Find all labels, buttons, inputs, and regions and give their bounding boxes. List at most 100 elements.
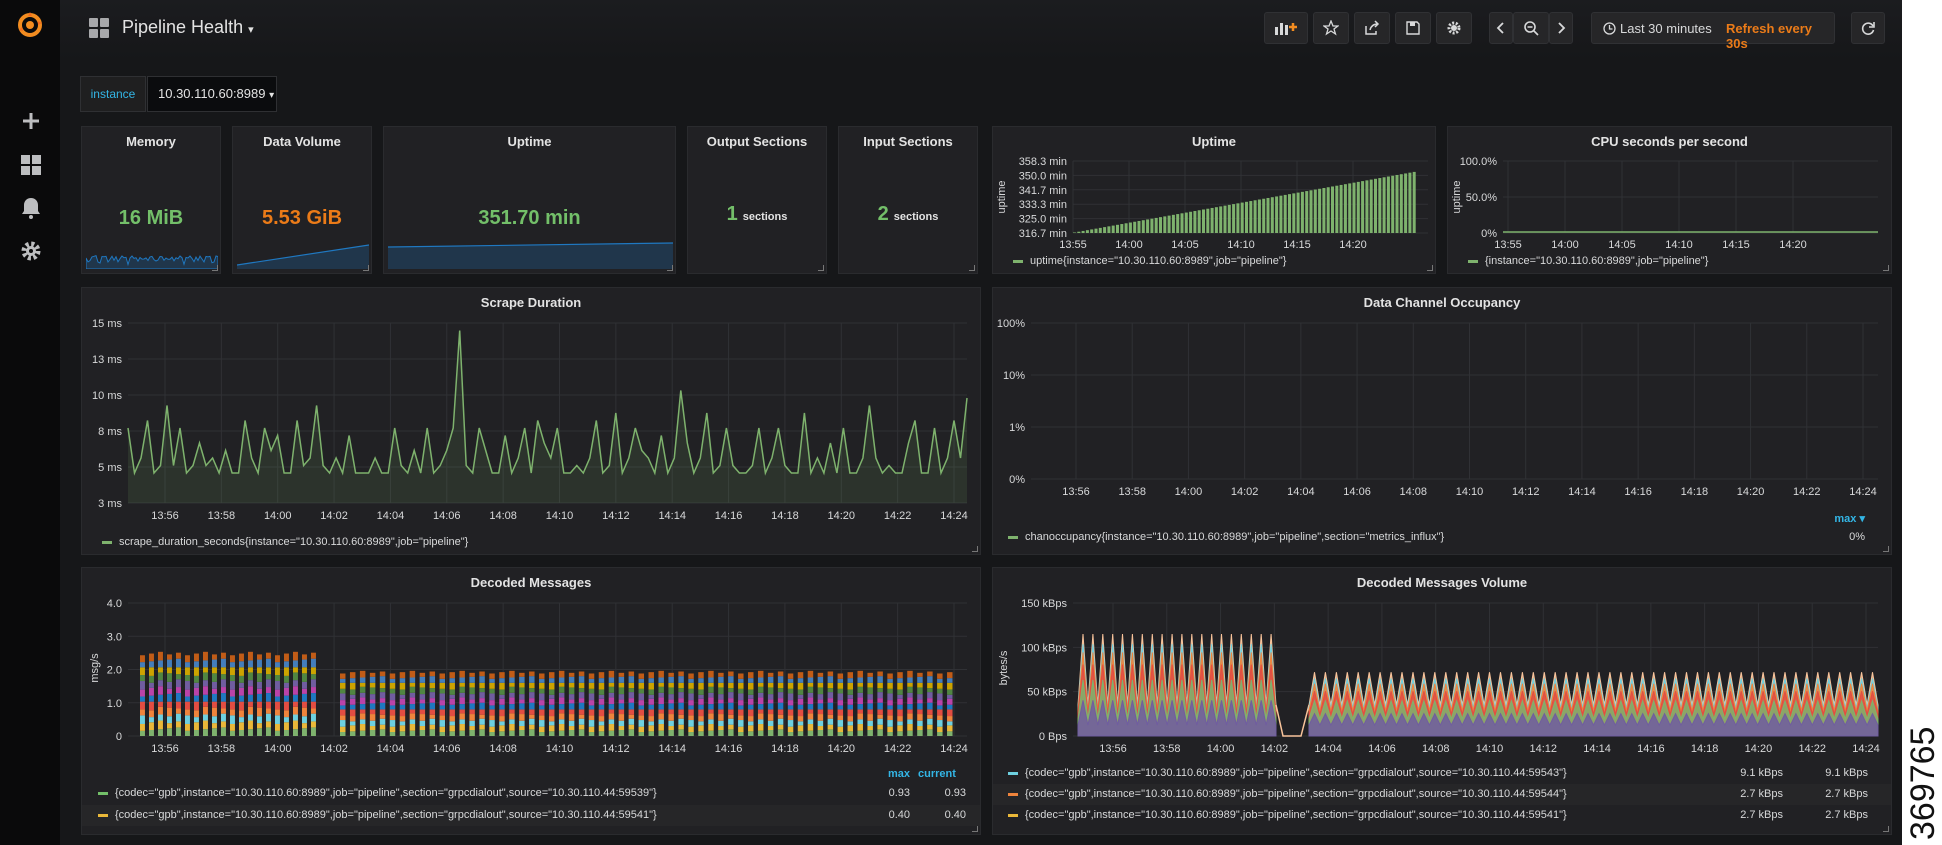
bar-segment (140, 696, 145, 702)
bar-segment (847, 672, 854, 679)
configuration-gear-icon[interactable] (18, 238, 44, 264)
bar-segment (548, 721, 555, 726)
decoded-legend-row[interactable]: {codec="gpb",instance="10.30.110.60:8989… (82, 805, 980, 826)
instance-variable-dropdown[interactable]: 10.30.110.60:8989 ▾ (147, 76, 277, 112)
uptime-graph-panel[interactable]: Uptime 358.3 min 350.0 min 341.7 min 333.3 … (992, 126, 1436, 274)
time-back-button[interactable] (1489, 12, 1513, 44)
bar-segment (548, 698, 555, 705)
dashboards-grid-icon[interactable] (18, 152, 44, 178)
x-tick-label: 14:02 (320, 743, 348, 755)
bar-segment (459, 709, 465, 714)
bar-segment (937, 682, 943, 689)
add-panel-button[interactable] (1264, 12, 1308, 44)
data-channel-occupancy-panel[interactable]: Data Channel Occupancy 100% 10% 1% 0% 13:56 1… (992, 287, 1892, 555)
bar-segment (907, 692, 913, 698)
bar-segment (877, 698, 883, 703)
data-volume-panel[interactable]: Data Volume 5.53 GiB (232, 126, 372, 274)
bar-segment (648, 694, 654, 699)
dashboard-settings-button[interactable] (1436, 12, 1472, 44)
star-dashboard-button[interactable] (1313, 12, 1349, 44)
volume-legend-row[interactable]: {codec="gpb",instance="10.30.110.60:8989… (993, 784, 1891, 805)
bar-segment (479, 688, 485, 693)
cpu-legend-item[interactable]: {instance="10.30.110.60:8989",job="pipel… (1468, 255, 1708, 267)
output-sections-panel[interactable]: Output Sections 1 sections (687, 126, 827, 274)
bar-segment (158, 714, 163, 721)
volume-legend-row[interactable]: {codec="gpb",instance="10.30.110.60:8989… (993, 805, 1891, 826)
x-tick-label: 14:24 (1852, 743, 1880, 755)
scrape-duration-panel[interactable]: Scrape Duration 15 ms 13 ms 10 ms 8 ms 5 ms 3… (81, 287, 981, 555)
dashboard-navbar: Pipeline Health ▾ Last 30 minutes Refres… (60, 0, 1902, 60)
bar-segment (389, 693, 396, 701)
bar-segment (548, 689, 555, 695)
bar-segment (429, 676, 436, 683)
legend-label: {codec="gpb",instance="10.30.110.60:8989… (1025, 788, 1567, 800)
x-tick-label: 13:56 (151, 510, 179, 522)
bar-segment (787, 715, 794, 721)
scrape-legend-item[interactable]: scrape_duration_seconds{instance="10.30.… (102, 536, 468, 548)
bar-segment (767, 687, 774, 695)
bar-segment (698, 698, 704, 705)
legend-max-column-header[interactable]: max (888, 768, 911, 780)
bar-segment (399, 731, 406, 736)
decoded-messages-panel[interactable]: Decoded Messages 4.0 3.0 2.0 1.0 0 13:56 13:58… (81, 567, 981, 835)
legend-current-column-header[interactable]: current (918, 768, 956, 780)
bar-segment (519, 672, 525, 677)
bar-segment (449, 689, 455, 695)
bar-segment (718, 703, 724, 710)
bar-segment (539, 705, 545, 710)
bar-segment (311, 687, 316, 694)
bar-segment (369, 687, 376, 695)
bar-segment (638, 688, 645, 694)
decoded-legend-row[interactable]: {codec="gpb",instance="10.30.110.60:8989… (82, 783, 980, 804)
bar-segment (519, 694, 525, 700)
time-picker-button[interactable]: Last 30 minutes Refresh every 30s (1591, 12, 1835, 51)
dashboard-title-picker[interactable]: Pipeline Health ▾ (122, 17, 254, 38)
y-tick-label: 2.0 (107, 665, 122, 677)
bar-segment (230, 730, 235, 736)
bar-segment (449, 704, 455, 710)
input-sections-panel[interactable]: Input Sections 2 sections (838, 126, 978, 274)
bar-segment (176, 652, 181, 659)
bar-segment (176, 687, 181, 694)
x-tick-label: 14:20 (1339, 239, 1367, 251)
bar-segment (389, 700, 396, 706)
bar-segment (340, 709, 346, 716)
bar-segment (817, 682, 824, 688)
bar-segment (877, 682, 883, 689)
bar-segment (698, 721, 704, 726)
bar-segment (379, 729, 386, 736)
bar-segment (907, 682, 913, 687)
cpu-panel[interactable]: CPU seconds per second 100.0% 50.0% 0% 13:5… (1447, 126, 1892, 274)
bar-segment (419, 703, 426, 710)
uptime-legend-item[interactable]: uptime{instance="10.30.110.60:8989",job=… (1013, 255, 1286, 267)
time-forward-button[interactable] (1549, 12, 1573, 44)
memory-panel[interactable]: Memory 16 MiB (81, 126, 221, 274)
save-dashboard-button[interactable] (1395, 12, 1431, 44)
volume-legend-row[interactable]: {codec="gpb",instance="10.30.110.60:8989… (993, 763, 1891, 784)
bar-segment (479, 724, 485, 730)
legend-item: {codec="gpb",instance="10.30.110.60:8989… (1008, 809, 1567, 821)
share-dashboard-button[interactable] (1354, 12, 1390, 44)
bar-segment (777, 709, 784, 715)
bar-segment (907, 713, 913, 720)
grafana-logo-icon[interactable] (15, 10, 45, 40)
uptime-stat-panel[interactable]: Uptime 351.70 min (383, 126, 676, 274)
y-tick-label: 3.0 (107, 631, 122, 643)
panel-title: Output Sections (706, 134, 808, 149)
bar-segment (275, 701, 280, 710)
bar-segment (239, 682, 244, 688)
zoom-out-button[interactable] (1513, 12, 1549, 44)
channel-legend-item[interactable]: chanoccupancy{instance="10.30.110.60:898… (1008, 531, 1444, 543)
bar-segment (917, 709, 923, 715)
bar-segment (509, 709, 515, 714)
decoded-messages-volume-panel[interactable]: Decoded Messages Volume 150 kBps 100 kBps… (992, 567, 1892, 835)
bar-segment (409, 677, 416, 683)
alerting-bell-icon[interactable] (18, 195, 44, 221)
uptime-bar (1206, 208, 1210, 233)
legend-max-column-header[interactable]: max ▾ (1834, 513, 1865, 525)
create-plus-icon[interactable] (18, 108, 44, 134)
bar-segment (578, 692, 585, 699)
bar-segment (140, 730, 145, 736)
refresh-button[interactable] (1851, 12, 1885, 44)
bar-segment (827, 709, 834, 715)
